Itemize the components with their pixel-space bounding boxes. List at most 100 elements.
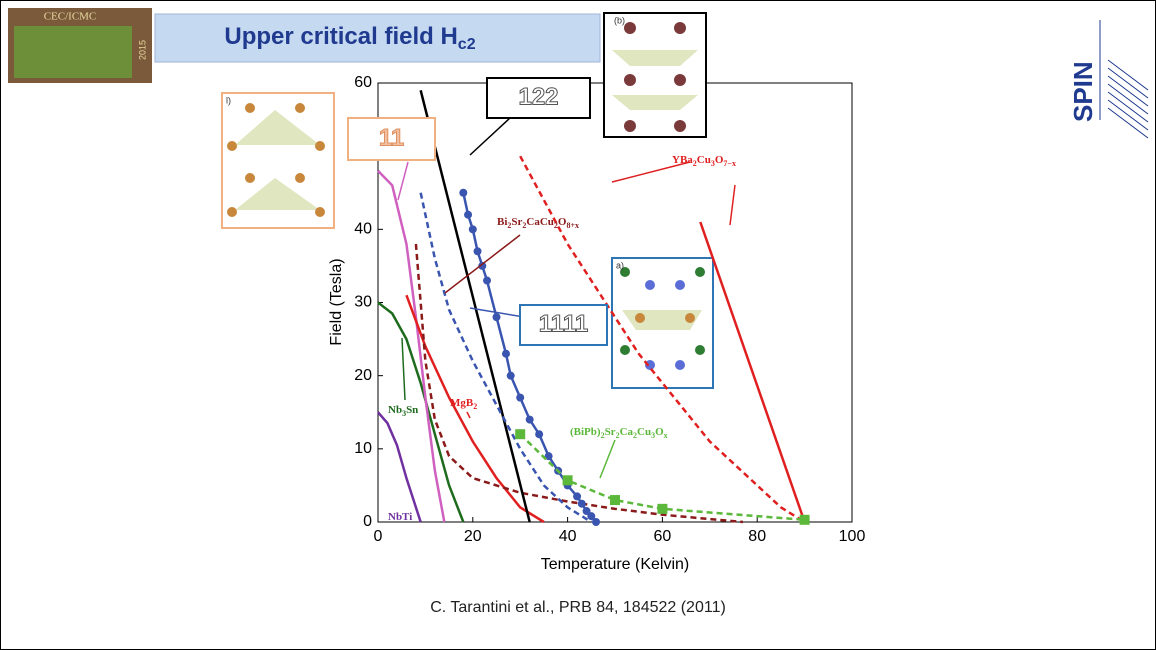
annotation-text: Cu: [637, 426, 651, 438]
marker: [657, 503, 668, 514]
annotation-subscript: 8+x: [566, 221, 579, 230]
series-line: [519, 433, 805, 522]
annotation-text: MgB: [450, 397, 474, 409]
annotation-subscript: x: [664, 431, 668, 440]
x-tick-label: 80: [748, 528, 766, 545]
annotation-subscript: 2: [633, 431, 637, 440]
x-axis-label: Temperature (Kelvin): [541, 556, 690, 573]
label-box-text: 11: [379, 124, 404, 151]
marker: [582, 507, 591, 516]
annotation: Bi2Sr2CaCu2O8+x: [497, 216, 579, 230]
marker: [459, 188, 468, 197]
x-tick-label: 0: [374, 528, 383, 545]
arrow: [729, 184, 736, 226]
logo-text: CEC/ICMC: [44, 11, 97, 23]
marker: [610, 495, 620, 506]
annotation-text: O: [655, 426, 664, 438]
title-subscript: c2: [458, 36, 476, 53]
annotation: MgB2: [450, 397, 477, 411]
arrow: [397, 161, 409, 201]
marker: [501, 349, 510, 358]
annotation-text: O: [715, 154, 724, 166]
inset-shape: [612, 50, 698, 110]
y-axis-label: Field (Tesla): [328, 258, 345, 345]
logo-right-text: SPIN: [1068, 61, 1098, 122]
marker: [535, 430, 544, 439]
series-line: [377, 301, 465, 523]
annotation-subscript: 2: [554, 221, 558, 230]
inset-122: [603, 12, 707, 138]
annotation-subscript: 7−x: [723, 159, 736, 168]
annotation-subscript: 3: [402, 409, 406, 418]
citation: C. Tarantini et al., PRB 84, 184522 (201…: [430, 599, 726, 616]
marker: [525, 415, 534, 424]
series-line: [377, 411, 422, 523]
arrow: [611, 161, 691, 183]
y-tick-label: 40: [354, 221, 372, 238]
inset-label: (b): [614, 15, 625, 25]
logo-year: 2015: [137, 40, 147, 60]
inset-shape: [235, 110, 320, 210]
annotation-text: O: [558, 216, 567, 228]
annotation: Nb3Sn: [388, 404, 418, 418]
arrow: [466, 411, 471, 419]
title-text: Upper critical field H: [224, 23, 457, 50]
label-box: [486, 77, 591, 119]
annotation-subscript: 2: [522, 221, 526, 230]
marker: [468, 225, 477, 234]
x-tick-label: 100: [839, 528, 866, 545]
marker: [506, 371, 515, 380]
marker: [562, 475, 573, 486]
annotation-text: Sr: [605, 426, 616, 438]
y-tick-label: 30: [354, 294, 372, 311]
annotation-text: Sr: [511, 216, 522, 228]
annotation-subscript: 2: [693, 159, 697, 168]
annotation-text: NbTi: [388, 511, 412, 523]
y-tick-label: 60: [354, 74, 372, 91]
marker: [478, 261, 487, 270]
annotation: (BiPb)2Sr2Ca2Cu3Ox: [570, 426, 668, 440]
inset-frame: [603, 12, 707, 138]
annotation-text: Nb: [388, 404, 402, 416]
annotation-text: Cu: [697, 154, 711, 166]
marker: [464, 210, 473, 219]
marker: [544, 452, 553, 461]
marker: [515, 429, 526, 440]
x-tick-label: 40: [559, 528, 577, 545]
annotation: YBa2Cu3O7−x: [672, 154, 736, 168]
inset-11: [221, 92, 335, 229]
arrow: [444, 234, 521, 294]
annotation-subscript: 2: [616, 431, 620, 440]
arrow: [401, 337, 406, 401]
y-tick-label: 0: [363, 513, 372, 530]
marker: [473, 247, 482, 256]
x-tick-label: 20: [464, 528, 482, 545]
title-bar: [154, 13, 601, 63]
label-box-text: 1111: [539, 310, 588, 337]
annotation-text: (BiPb): [570, 426, 601, 438]
annotation-text: Bi: [497, 216, 507, 228]
series-line: [699, 221, 806, 523]
series-line: [419, 90, 531, 523]
arrow: [599, 439, 616, 479]
marker: [799, 514, 810, 525]
label-box-text: 122: [518, 83, 558, 110]
inset-1111: [611, 257, 714, 389]
annotation-subscript: 2: [601, 431, 605, 440]
annotation-text: CaCu: [526, 216, 554, 228]
annotation-text: Ca: [620, 426, 634, 438]
y-tick-label: 20: [354, 367, 372, 384]
annotation-subscript: 2: [507, 221, 511, 230]
marker: [577, 499, 586, 508]
label-box: [519, 304, 608, 346]
annotation-subscript: 3: [651, 431, 655, 440]
slide-title: Upper critical field Hc2: [224, 23, 475, 53]
logo-right: [1099, 20, 1149, 139]
annotation: NbTi: [388, 511, 412, 523]
x-tick-label: 60: [654, 528, 672, 545]
marker: [516, 393, 525, 402]
annotation-text: Sn: [406, 404, 418, 416]
inset-label: l): [226, 95, 231, 105]
